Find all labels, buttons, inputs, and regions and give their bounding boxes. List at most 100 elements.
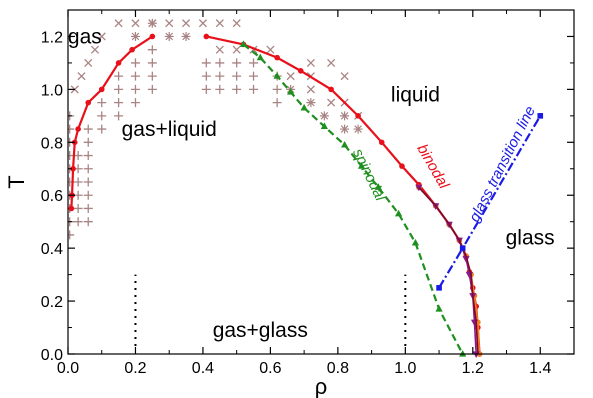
state-point-plus bbox=[73, 217, 83, 227]
y-tick-label: 0.0 bbox=[41, 347, 63, 364]
spinodal-point bbox=[287, 88, 295, 95]
state-point-plus bbox=[114, 98, 124, 108]
x-tick-label: 0.6 bbox=[259, 360, 281, 377]
state-point-cross bbox=[266, 45, 275, 54]
state-point-plus bbox=[130, 84, 140, 94]
y-tick-label: 0.8 bbox=[41, 135, 63, 152]
binodal-liquid-branch-point bbox=[399, 163, 405, 169]
y-tick-label: 0.2 bbox=[41, 294, 63, 311]
state-point-plus bbox=[114, 111, 124, 121]
binodal-liquid-branch-point bbox=[355, 113, 361, 119]
state-point-plus bbox=[232, 71, 242, 81]
spinodal-point bbox=[435, 305, 443, 312]
state-point-plus bbox=[249, 71, 259, 81]
curve-label: spinodal bbox=[349, 146, 389, 204]
state-point-star bbox=[306, 98, 316, 108]
glass-transition-line-point bbox=[436, 285, 442, 291]
state-point-plus bbox=[73, 190, 83, 200]
state-point-star bbox=[130, 31, 140, 41]
state-point-plus bbox=[147, 84, 157, 94]
state-point-plus bbox=[114, 84, 124, 94]
binodal-liquid-branch-point bbox=[378, 139, 385, 146]
simulation-state-points bbox=[68, 18, 363, 240]
region-label: gas+liquid bbox=[122, 118, 217, 141]
x-tick-label: 1.4 bbox=[529, 360, 551, 377]
state-point-cross bbox=[327, 58, 336, 67]
state-point-plus bbox=[97, 124, 107, 134]
state-point-plus bbox=[130, 98, 140, 108]
binodal-variant-maroon-line bbox=[418, 186, 479, 355]
binodal-variant-purple-point bbox=[462, 256, 470, 263]
spinodal-point bbox=[273, 72, 281, 79]
state-point-cross bbox=[182, 19, 191, 28]
state-point-plus bbox=[232, 58, 242, 68]
x-tick-label: 1.2 bbox=[462, 360, 484, 377]
state-point-plus bbox=[97, 98, 107, 108]
state-point-plus bbox=[147, 45, 157, 55]
state-point-star bbox=[340, 124, 350, 134]
spinodal-point bbox=[239, 40, 248, 47]
state-point-plus bbox=[83, 124, 93, 134]
spinodal-point bbox=[411, 238, 420, 246]
state-point-star bbox=[181, 31, 191, 41]
binodal-gas-branch-point bbox=[75, 126, 81, 132]
state-point-star bbox=[319, 111, 329, 121]
state-point-plus bbox=[147, 71, 157, 81]
state-point-plus bbox=[83, 151, 93, 161]
state-point-star bbox=[147, 18, 157, 28]
state-point-plus bbox=[68, 151, 75, 161]
state-point-star bbox=[340, 111, 350, 121]
state-point-plus bbox=[83, 217, 93, 227]
binodal-gas-branch-point bbox=[129, 46, 135, 53]
binodal-gas-branch-point bbox=[98, 86, 105, 93]
state-point-plus bbox=[73, 151, 83, 161]
spinodal-point bbox=[374, 183, 382, 190]
region-label: gas bbox=[68, 25, 102, 48]
binodal-liquid-branch-point bbox=[203, 33, 210, 40]
state-point-star bbox=[353, 124, 363, 134]
vertical-markers bbox=[134, 274, 407, 347]
state-point-cross bbox=[131, 19, 140, 28]
spinodal-point bbox=[256, 53, 264, 61]
state-point-plus bbox=[201, 71, 211, 81]
state-point-plus bbox=[215, 84, 225, 94]
x-tick-label: 1.0 bbox=[394, 360, 416, 377]
state-point-cross bbox=[306, 58, 315, 67]
y-tick-label: 0.4 bbox=[41, 241, 63, 258]
state-point-cross bbox=[114, 19, 123, 28]
state-point-cross bbox=[327, 98, 336, 107]
state-point-cross bbox=[77, 72, 86, 81]
state-point-cross bbox=[232, 19, 241, 28]
binodal-gas-branch-point bbox=[70, 165, 76, 172]
region-label: glass bbox=[506, 227, 555, 250]
state-point-plus bbox=[201, 84, 211, 94]
state-point-cross bbox=[215, 19, 224, 28]
state-point-plus bbox=[201, 58, 211, 68]
binodal-gas-branch-point bbox=[115, 60, 122, 66]
y-tick-label: 1.0 bbox=[41, 82, 63, 99]
state-point-cross bbox=[232, 45, 241, 54]
y-tick-label: 1.2 bbox=[41, 29, 63, 46]
state-point-plus bbox=[249, 84, 259, 94]
state-point-cross bbox=[306, 85, 315, 94]
binodal-gas-branch-point bbox=[85, 99, 92, 106]
x-tick-label: 0.0 bbox=[57, 360, 79, 377]
state-point-cross bbox=[84, 58, 93, 67]
state-point-plus bbox=[97, 111, 107, 121]
curve-label: glass transition line bbox=[466, 103, 539, 224]
state-point-cross bbox=[165, 19, 174, 28]
state-point-plus bbox=[114, 71, 124, 81]
state-point-plus bbox=[83, 137, 93, 147]
binodal-liquid-branch-point bbox=[274, 54, 280, 61]
state-point-cross bbox=[286, 72, 295, 81]
state-point-cross bbox=[198, 19, 207, 28]
state-point-star bbox=[164, 31, 174, 41]
region-label: liquid bbox=[391, 84, 440, 107]
spinodal-point bbox=[459, 350, 467, 357]
spinodal-point bbox=[394, 209, 403, 217]
state-point-plus bbox=[249, 58, 259, 68]
axes: 0.0 0.2 0.4 0.6 0.8 1.0 1.2 1.4 0.0 0.2 0.4 0.6 0.8 1… bbox=[4, 9, 575, 398]
plot-frame bbox=[67, 9, 575, 355]
phase-curves bbox=[68, 33, 544, 358]
